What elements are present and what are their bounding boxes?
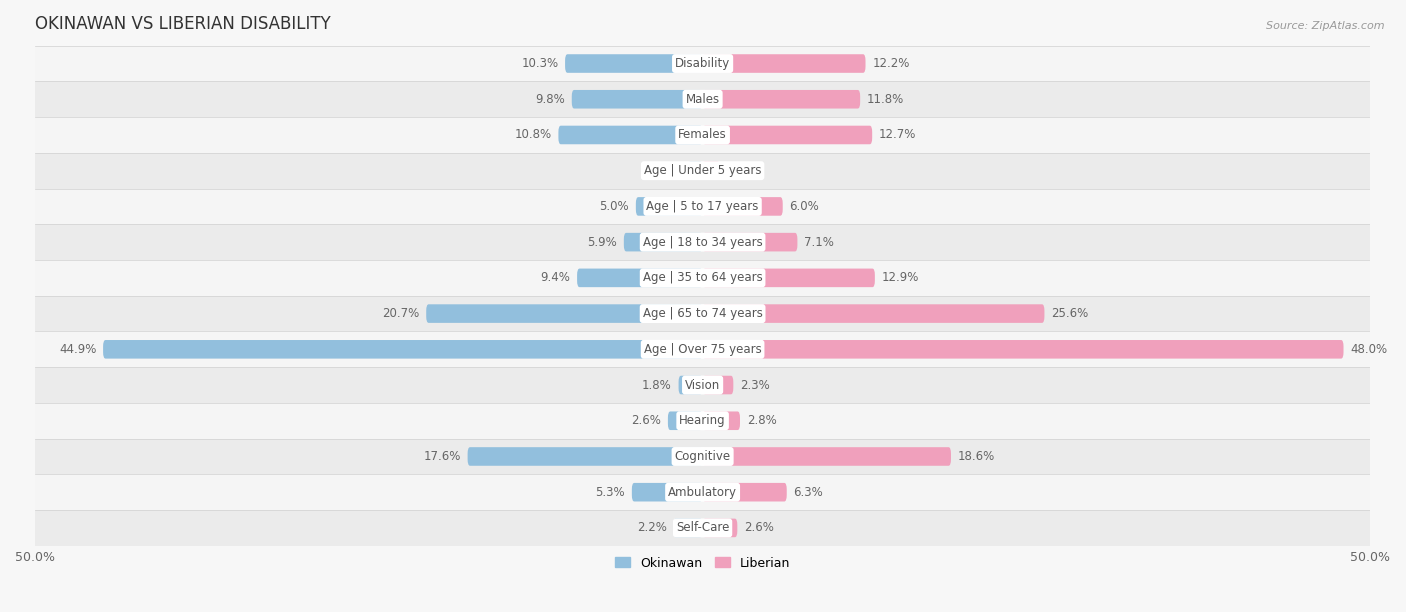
Text: Vision: Vision — [685, 379, 720, 392]
Bar — [35, 260, 1371, 296]
FancyBboxPatch shape — [703, 340, 1344, 359]
Text: 1.3%: 1.3% — [727, 164, 756, 177]
Text: 6.3%: 6.3% — [793, 486, 823, 499]
Text: 12.7%: 12.7% — [879, 129, 917, 141]
Text: Age | Under 5 years: Age | Under 5 years — [644, 164, 762, 177]
FancyBboxPatch shape — [572, 90, 703, 108]
FancyBboxPatch shape — [636, 197, 703, 215]
Bar — [35, 439, 1371, 474]
Text: Age | 35 to 64 years: Age | 35 to 64 years — [643, 271, 762, 285]
Legend: Okinawan, Liberian: Okinawan, Liberian — [610, 551, 796, 575]
Text: 10.3%: 10.3% — [522, 57, 558, 70]
Text: 10.8%: 10.8% — [515, 129, 551, 141]
Text: 48.0%: 48.0% — [1350, 343, 1388, 356]
FancyBboxPatch shape — [703, 376, 734, 394]
Bar — [35, 188, 1371, 224]
Text: 44.9%: 44.9% — [59, 343, 97, 356]
Text: 2.3%: 2.3% — [740, 379, 769, 392]
Text: 6.0%: 6.0% — [789, 200, 820, 213]
Text: 2.6%: 2.6% — [631, 414, 661, 427]
Text: Cognitive: Cognitive — [675, 450, 731, 463]
Bar — [35, 474, 1371, 510]
Bar — [35, 224, 1371, 260]
Text: 2.8%: 2.8% — [747, 414, 776, 427]
Bar — [35, 367, 1371, 403]
FancyBboxPatch shape — [688, 162, 703, 180]
Text: Males: Males — [686, 93, 720, 106]
Text: 2.6%: 2.6% — [744, 521, 773, 534]
Bar — [35, 153, 1371, 188]
FancyBboxPatch shape — [703, 483, 787, 501]
FancyBboxPatch shape — [103, 340, 703, 359]
Text: OKINAWAN VS LIBERIAN DISABILITY: OKINAWAN VS LIBERIAN DISABILITY — [35, 15, 330, 33]
Text: Self-Care: Self-Care — [676, 521, 730, 534]
Text: 5.3%: 5.3% — [596, 486, 626, 499]
FancyBboxPatch shape — [426, 304, 703, 323]
Text: Ambulatory: Ambulatory — [668, 486, 737, 499]
FancyBboxPatch shape — [703, 269, 875, 287]
Text: 5.0%: 5.0% — [599, 200, 628, 213]
Bar — [35, 46, 1371, 81]
Bar — [35, 510, 1371, 546]
Text: 1.1%: 1.1% — [651, 164, 682, 177]
Text: Age | 65 to 74 years: Age | 65 to 74 years — [643, 307, 762, 320]
Text: Age | 5 to 17 years: Age | 5 to 17 years — [647, 200, 759, 213]
Bar — [35, 332, 1371, 367]
Text: 2.2%: 2.2% — [637, 521, 666, 534]
FancyBboxPatch shape — [703, 197, 783, 215]
Text: Age | Over 75 years: Age | Over 75 years — [644, 343, 762, 356]
Text: 12.2%: 12.2% — [872, 57, 910, 70]
Text: 18.6%: 18.6% — [957, 450, 995, 463]
Bar — [35, 296, 1371, 332]
Text: 7.1%: 7.1% — [804, 236, 834, 248]
FancyBboxPatch shape — [703, 90, 860, 108]
Text: 9.4%: 9.4% — [540, 271, 571, 285]
FancyBboxPatch shape — [673, 518, 703, 537]
Text: Source: ZipAtlas.com: Source: ZipAtlas.com — [1267, 21, 1385, 31]
FancyBboxPatch shape — [703, 411, 740, 430]
Bar — [35, 81, 1371, 117]
Text: 25.6%: 25.6% — [1052, 307, 1088, 320]
Text: 11.8%: 11.8% — [868, 93, 904, 106]
Text: 20.7%: 20.7% — [382, 307, 419, 320]
Text: Disability: Disability — [675, 57, 730, 70]
FancyBboxPatch shape — [565, 54, 703, 73]
Text: 5.9%: 5.9% — [588, 236, 617, 248]
Bar — [35, 117, 1371, 153]
FancyBboxPatch shape — [468, 447, 703, 466]
FancyBboxPatch shape — [703, 162, 720, 180]
FancyBboxPatch shape — [558, 125, 703, 144]
Bar — [35, 403, 1371, 439]
FancyBboxPatch shape — [703, 447, 950, 466]
FancyBboxPatch shape — [703, 518, 737, 537]
Text: Age | 18 to 34 years: Age | 18 to 34 years — [643, 236, 762, 248]
FancyBboxPatch shape — [668, 411, 703, 430]
FancyBboxPatch shape — [703, 125, 872, 144]
FancyBboxPatch shape — [703, 304, 1045, 323]
Text: 9.8%: 9.8% — [536, 93, 565, 106]
FancyBboxPatch shape — [703, 233, 797, 252]
Text: 1.8%: 1.8% — [643, 379, 672, 392]
FancyBboxPatch shape — [624, 233, 703, 252]
FancyBboxPatch shape — [679, 376, 703, 394]
Text: Females: Females — [678, 129, 727, 141]
FancyBboxPatch shape — [703, 54, 866, 73]
Text: 17.6%: 17.6% — [423, 450, 461, 463]
FancyBboxPatch shape — [631, 483, 703, 501]
Text: 12.9%: 12.9% — [882, 271, 920, 285]
FancyBboxPatch shape — [576, 269, 703, 287]
Text: Hearing: Hearing — [679, 414, 725, 427]
